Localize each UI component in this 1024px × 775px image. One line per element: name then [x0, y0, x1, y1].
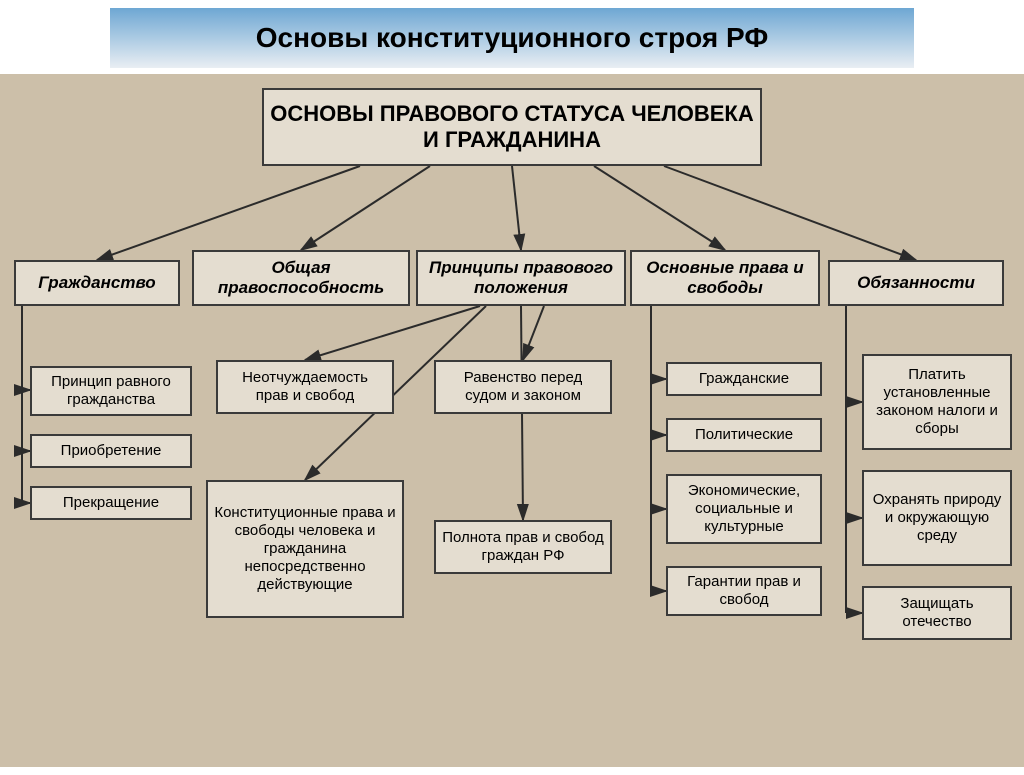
- title-bar: Основы конституционного строя РФ: [110, 8, 914, 68]
- root-box: ОСНОВЫ ПРАВОВОГО СТАТУСА ЧЕЛОВЕКА И ГРАЖ…: [262, 88, 762, 166]
- leaf-b0-1: Приобретение: [30, 434, 192, 468]
- leaf-b2-2: Конституционные права и свободы человека…: [206, 480, 404, 618]
- leaf-b3-1: Политические: [666, 418, 822, 452]
- leaf-b4-0: Платить установленные законом налоги и с…: [862, 354, 1012, 450]
- branch-box-2: Принципы правового положения: [416, 250, 626, 306]
- page-title: Основы конституционного строя РФ: [256, 22, 769, 54]
- leaf-b4-2: Защищать отечество: [862, 586, 1012, 640]
- leaf-b2-1: Равенство перед судом и законом: [434, 360, 612, 414]
- leaf-b3-2: Экономические, социальные и культурные: [666, 474, 822, 544]
- leaf-b0-0: Принцип равного гражданства: [30, 366, 192, 416]
- branch-box-4: Обязанности: [828, 260, 1004, 306]
- leaf-b3-0: Гражданские: [666, 362, 822, 396]
- leaf-b3-3: Гарантии прав и свобод: [666, 566, 822, 616]
- branch-box-0: Гражданство: [14, 260, 180, 306]
- diagram-canvas: ОСНОВЫ ПРАВОВОГО СТАТУСА ЧЕЛОВЕКА И ГРАЖ…: [0, 74, 1024, 767]
- leaf-b4-1: Охранять природу и окружающую среду: [862, 470, 1012, 566]
- leaf-b2-3: Полнота прав и свобод граждан РФ: [434, 520, 612, 574]
- branch-box-3: Основные права и свободы: [630, 250, 820, 306]
- leaf-b0-2: Прекращение: [30, 486, 192, 520]
- branch-box-1: Общая правоспособность: [192, 250, 410, 306]
- leaf-b2-0: Неотчуждаемость прав и свобод: [216, 360, 394, 414]
